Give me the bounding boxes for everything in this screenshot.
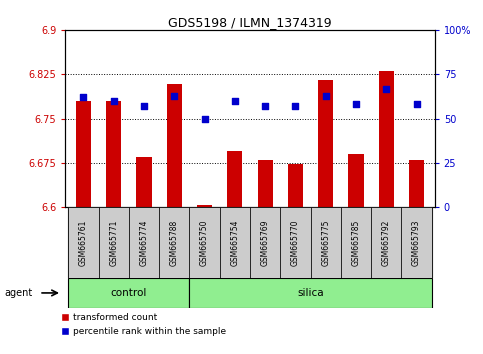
FancyBboxPatch shape (189, 278, 432, 308)
Text: agent: agent (5, 288, 33, 298)
FancyBboxPatch shape (220, 207, 250, 278)
FancyBboxPatch shape (68, 207, 99, 278)
Bar (197, 205, 212, 207)
Text: GSM665792: GSM665792 (382, 219, 391, 266)
Text: GSM665761: GSM665761 (79, 219, 88, 266)
Point (80, 95, 87, 100)
Bar (136, 157, 152, 207)
FancyBboxPatch shape (341, 207, 371, 278)
FancyBboxPatch shape (250, 207, 280, 278)
Point (110, 98, 117, 104)
FancyBboxPatch shape (68, 278, 189, 308)
Bar (167, 84, 182, 207)
Text: GSM665754: GSM665754 (230, 219, 239, 266)
FancyBboxPatch shape (159, 207, 189, 278)
Bar (348, 154, 364, 207)
Text: GSM665788: GSM665788 (170, 219, 179, 266)
Bar (379, 72, 394, 207)
FancyBboxPatch shape (68, 207, 432, 278)
Point (261, 103, 269, 109)
Point (322, 93, 329, 98)
Legend: transformed count, percentile rank within the sample: transformed count, percentile rank withi… (60, 313, 227, 337)
Bar (409, 160, 424, 207)
Point (383, 86, 390, 91)
Bar (106, 101, 121, 207)
Text: GSM665770: GSM665770 (291, 219, 300, 266)
Text: control: control (111, 288, 147, 298)
Bar (257, 160, 273, 207)
Bar (227, 151, 242, 207)
Bar (318, 80, 333, 207)
Text: GSM665750: GSM665750 (200, 219, 209, 266)
Bar (76, 101, 91, 207)
Text: GSM665774: GSM665774 (140, 219, 148, 266)
FancyBboxPatch shape (99, 207, 129, 278)
Point (412, 102, 420, 107)
Point (231, 98, 239, 104)
FancyBboxPatch shape (280, 207, 311, 278)
Text: silica: silica (297, 288, 324, 298)
Title: GDS5198 / ILMN_1374319: GDS5198 / ILMN_1374319 (168, 16, 332, 29)
FancyBboxPatch shape (311, 207, 341, 278)
Text: GSM665769: GSM665769 (261, 219, 270, 266)
Text: GSM665785: GSM665785 (352, 219, 360, 266)
FancyBboxPatch shape (129, 207, 159, 278)
Text: GSM665793: GSM665793 (412, 219, 421, 266)
Text: GSM665771: GSM665771 (109, 219, 118, 266)
Point (140, 103, 148, 109)
Text: GSM665775: GSM665775 (321, 219, 330, 266)
Point (200, 116, 208, 121)
FancyBboxPatch shape (189, 207, 220, 278)
FancyBboxPatch shape (371, 207, 401, 278)
Point (170, 93, 178, 98)
Point (352, 102, 360, 107)
Bar (288, 164, 303, 207)
FancyBboxPatch shape (401, 207, 432, 278)
Point (292, 103, 299, 109)
